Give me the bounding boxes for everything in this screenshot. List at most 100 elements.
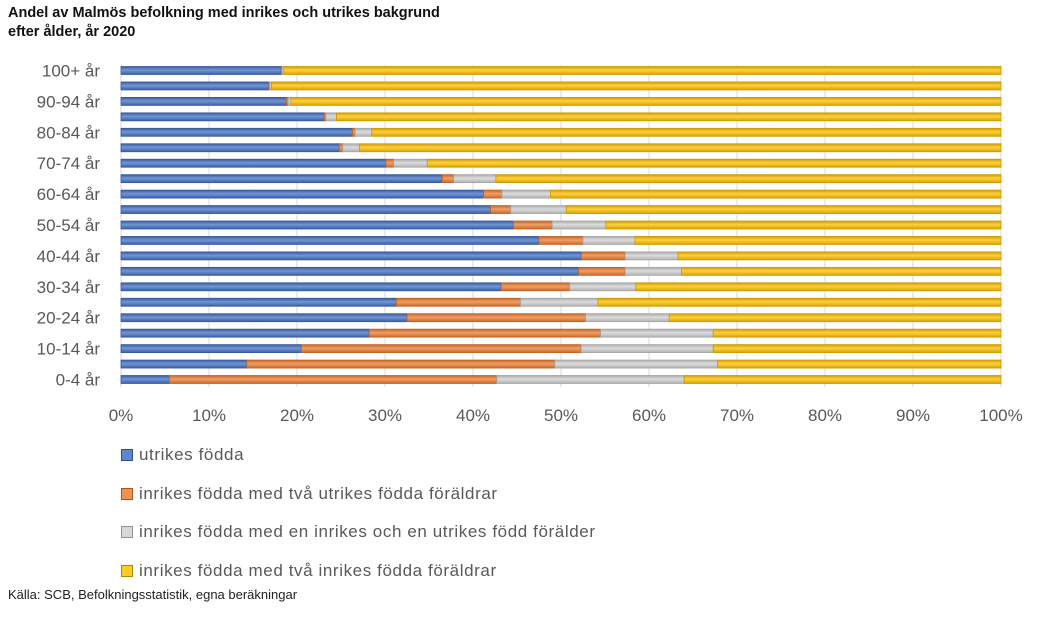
bar-row xyxy=(120,344,1002,354)
bar-segment-utrikes xyxy=(120,205,492,214)
bar-segment-utrikes xyxy=(120,282,502,292)
legend-swatch xyxy=(121,449,133,462)
bar-segment-inrikes_tva_inrikes xyxy=(495,174,1002,184)
bar-row xyxy=(120,282,1002,292)
bar-segment-inrikes_en_utrikes xyxy=(393,158,428,168)
bar-segment-inrikes_tva_inrikes xyxy=(683,375,1002,384)
x-tick-label: 60% xyxy=(632,406,666,425)
bar-segment-inrikes_en_utrikes xyxy=(554,359,719,369)
bar-segment-inrikes_tva_inrikes xyxy=(634,236,1002,245)
bar-segment-inrikes_tva_inrikes xyxy=(712,328,1002,338)
bar-row xyxy=(120,205,1002,214)
bar-segment-inrikes_tva_inrikes xyxy=(605,220,1002,230)
bar-row xyxy=(120,251,1002,261)
bar-segment-inrikes_tva_utrikes xyxy=(338,143,344,153)
bar-segment-utrikes xyxy=(120,251,582,261)
y-axis-labels: 0-4 år 10-14 år 20-24 år 30-34 år 40-44 år 50… xyxy=(37,62,101,390)
bar-segment-inrikes_tva_utrikes xyxy=(368,328,602,338)
chart-title: Andel av Malmös befolkning med inrikes o… xyxy=(8,4,440,42)
bar-segment-inrikes_tva_inrikes xyxy=(681,266,1002,276)
y-tick-label: 60-64 år xyxy=(37,185,101,204)
bar-segment-inrikes_en_utrikes xyxy=(520,297,599,307)
bar-segment-inrikes_en_utrikes xyxy=(624,266,682,276)
bar-segment-utrikes xyxy=(120,189,484,199)
bar-segment-utrikes xyxy=(120,127,353,137)
chart-title-line1: Andel av Malmös befolkning med inrikes o… xyxy=(8,5,440,21)
bar-segment-inrikes_tva_inrikes xyxy=(359,143,1002,153)
y-tick-label: 0-4 år xyxy=(56,371,101,390)
bar-segment-inrikes_tva_inrikes xyxy=(371,127,1002,137)
bar-segment-inrikes_en_utrikes xyxy=(496,375,685,384)
bar-segment-inrikes_tva_inrikes xyxy=(283,66,1002,75)
x-tick-label: 10% xyxy=(192,406,226,425)
bar-segment-inrikes_tva_inrikes xyxy=(712,344,1002,354)
bar-segment-inrikes_en_utrikes xyxy=(580,344,714,354)
bar-segment-utrikes xyxy=(120,66,282,75)
y-tick-label: 90-94 år xyxy=(37,92,101,111)
bar-row xyxy=(120,66,1002,75)
legend-label: utrikes födda xyxy=(139,445,245,465)
bar-segment-utrikes xyxy=(120,266,580,276)
stacked-bar-chart: 0-4 år 10-14 år 20-24 år 30-34 år 40-44 år 50… xyxy=(37,62,1023,426)
y-tick-label: 80-84 år xyxy=(37,123,101,142)
bar-row xyxy=(120,112,1002,122)
bar-row xyxy=(120,375,1002,384)
x-tick-label: 20% xyxy=(280,406,314,425)
x-tick-label: 90% xyxy=(896,406,930,425)
x-tick-label: 70% xyxy=(720,406,754,425)
bar-segment-inrikes_en_utrikes xyxy=(585,313,670,323)
bar-segment-utrikes xyxy=(120,328,370,338)
bar-segment-inrikes_en_utrikes xyxy=(600,328,714,338)
bar-row xyxy=(120,81,1002,91)
y-tick-label: 20-24 år xyxy=(37,309,101,328)
bar-segment-utrikes xyxy=(120,359,248,369)
legend-swatch xyxy=(121,564,133,577)
bar-segment-inrikes_en_utrikes xyxy=(582,236,636,245)
bar-segment-utrikes xyxy=(120,220,514,230)
bar-segment-inrikes_tva_inrikes xyxy=(668,313,1002,323)
bar-segment-utrikes xyxy=(120,236,540,245)
legend-label: inrikes födda med två inrikes födda förä… xyxy=(139,560,497,580)
bar-row xyxy=(120,266,1002,276)
bar-segment-utrikes xyxy=(120,97,287,106)
bar-row xyxy=(120,174,1002,184)
bar-segment-utrikes xyxy=(120,174,443,184)
bar-segment-inrikes_en_utrikes xyxy=(354,127,373,137)
bar-segment-inrikes_tva_inrikes xyxy=(597,297,1002,307)
bar-segment-inrikes_en_utrikes xyxy=(624,251,679,261)
bar-row xyxy=(120,220,1002,230)
legend-item-inrikes_en_utrikes: inrikes födda med en inrikes och en utri… xyxy=(121,513,596,552)
bar-segment-inrikes_en_utrikes xyxy=(342,143,360,153)
bar-row xyxy=(120,236,1002,245)
bar-segment-inrikes_tva_utrikes xyxy=(300,344,582,354)
legend-swatch xyxy=(121,526,133,539)
bar-segment-inrikes_tva_inrikes xyxy=(565,205,1002,214)
bar-row xyxy=(120,328,1002,338)
bar-segment-utrikes xyxy=(120,375,170,384)
legend-label: inrikes födda med en inrikes och en utri… xyxy=(139,522,596,542)
x-tick-label: 80% xyxy=(808,406,842,425)
bar-row xyxy=(120,359,1002,369)
bar-segment-utrikes xyxy=(120,158,387,168)
bar-segment-utrikes xyxy=(120,112,325,122)
bar-segment-inrikes_tva_utrikes xyxy=(483,189,503,199)
x-tick-label: 30% xyxy=(368,406,402,425)
bars-group xyxy=(120,66,1002,384)
y-tick-label: 50-54 år xyxy=(37,216,101,235)
bar-segment-inrikes_en_utrikes xyxy=(569,282,637,292)
y-tick-label: 100+ år xyxy=(42,62,100,81)
chart-title-line2: efter ålder, år 2020 xyxy=(8,24,136,40)
bar-segment-inrikes_tva_utrikes xyxy=(168,375,498,384)
bar-row xyxy=(120,97,1002,106)
bar-segment-inrikes_tva_inrikes xyxy=(271,81,1002,91)
bar-segment-utrikes xyxy=(120,81,270,91)
legend: utrikes födda inrikes födda med två utrik… xyxy=(121,436,596,590)
y-tick-label: 70-74 år xyxy=(37,154,101,173)
legend-item-utrikes: utrikes födda xyxy=(121,436,596,475)
bar-segment-inrikes_tva_utrikes xyxy=(538,236,584,245)
bar-row xyxy=(120,158,1002,168)
bar-segment-inrikes_tva_inrikes xyxy=(336,112,1002,122)
bar-segment-inrikes_en_utrikes xyxy=(551,220,607,230)
bar-segment-inrikes_tva_utrikes xyxy=(513,220,553,230)
y-tick-label: 30-34 år xyxy=(37,278,101,297)
